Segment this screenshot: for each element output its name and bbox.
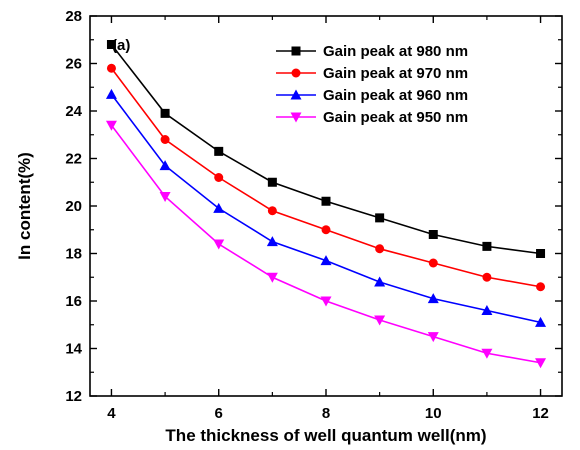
data-point bbox=[213, 239, 225, 250]
data-point bbox=[427, 293, 439, 304]
data-point bbox=[267, 177, 277, 187]
data-point bbox=[374, 276, 386, 287]
data-point bbox=[481, 348, 493, 359]
legend-marker bbox=[291, 46, 301, 56]
data-point bbox=[106, 63, 116, 73]
legend-entry-2: Gain peak at 960 nm bbox=[276, 87, 468, 104]
data-point bbox=[428, 258, 438, 268]
series-0 bbox=[106, 40, 546, 258]
y-axis-label: In content(%) bbox=[15, 152, 34, 260]
x-tick-label: 12 bbox=[532, 405, 549, 422]
data-point bbox=[266, 236, 278, 247]
series-2 bbox=[105, 88, 547, 327]
legend-marker bbox=[291, 68, 301, 78]
y-tick-label: 24 bbox=[65, 103, 82, 120]
data-point bbox=[482, 272, 492, 282]
data-point bbox=[375, 244, 385, 254]
data-point bbox=[535, 316, 547, 327]
data-point bbox=[214, 173, 224, 182]
data-point bbox=[320, 255, 332, 266]
y-tick-label: 18 bbox=[65, 246, 82, 263]
axis-ticks: 4 6 8 10 12 12 14 16 18 20 22 24 26 28 bbox=[65, 8, 562, 422]
legend-label: Gain peak at 960 nm bbox=[323, 87, 468, 104]
y-tick-label: 20 bbox=[65, 198, 82, 215]
data-point bbox=[482, 241, 492, 251]
data-point bbox=[105, 88, 117, 99]
data-point bbox=[267, 206, 277, 216]
data-point bbox=[535, 358, 547, 369]
x-tick-label: 10 bbox=[425, 405, 442, 422]
data-point bbox=[536, 282, 546, 292]
data-point bbox=[159, 160, 171, 171]
y-tick-label: 12 bbox=[65, 388, 82, 405]
data-point bbox=[160, 135, 170, 144]
y-tick-label: 26 bbox=[65, 56, 82, 73]
data-point bbox=[105, 120, 117, 131]
x-tick-label: 6 bbox=[215, 405, 223, 422]
legend-entry-1: Gain peak at 970 nm bbox=[276, 65, 468, 82]
series-line bbox=[110, 93, 541, 324]
y-tick-label: 22 bbox=[65, 151, 82, 168]
legend-label: Gain peak at 970 nm bbox=[323, 65, 468, 82]
legend-marker bbox=[290, 89, 302, 100]
y-tick-label: 28 bbox=[65, 8, 82, 25]
legend-marker bbox=[290, 112, 302, 123]
data-point bbox=[106, 40, 116, 49]
legend-entry-0: Gain peak at 980 nm bbox=[276, 43, 468, 60]
y-tick-label: 14 bbox=[65, 341, 82, 358]
series-layer bbox=[105, 40, 547, 369]
data-point bbox=[375, 213, 385, 223]
y-tick-label: 16 bbox=[65, 293, 82, 310]
data-point bbox=[160, 108, 170, 118]
data-point bbox=[214, 146, 224, 156]
series-3 bbox=[105, 120, 547, 369]
x-tick-label: 4 bbox=[107, 405, 116, 422]
data-point bbox=[428, 230, 438, 239]
data-point bbox=[213, 202, 225, 213]
series-1 bbox=[106, 63, 546, 292]
data-point bbox=[159, 192, 171, 202]
x-tick-label: 8 bbox=[322, 405, 330, 422]
data-point bbox=[374, 315, 386, 326]
data-point bbox=[266, 272, 278, 283]
data-point bbox=[321, 225, 331, 235]
data-point bbox=[320, 296, 332, 307]
legend-label: Gain peak at 980 nm bbox=[323, 43, 468, 60]
panel-label: (a) bbox=[112, 37, 130, 54]
legend: Gain peak at 980 nm Gain peak at 970 nm Ga… bbox=[276, 43, 468, 126]
data-point bbox=[321, 196, 331, 206]
legend-entry-3: Gain peak at 950 nm bbox=[276, 109, 468, 126]
x-axis-label: The thickness of well quantum well(nm) bbox=[165, 426, 486, 445]
data-point bbox=[536, 249, 546, 258]
data-point bbox=[427, 332, 439, 343]
legend-label: Gain peak at 950 nm bbox=[323, 109, 468, 126]
data-point bbox=[481, 305, 493, 315]
